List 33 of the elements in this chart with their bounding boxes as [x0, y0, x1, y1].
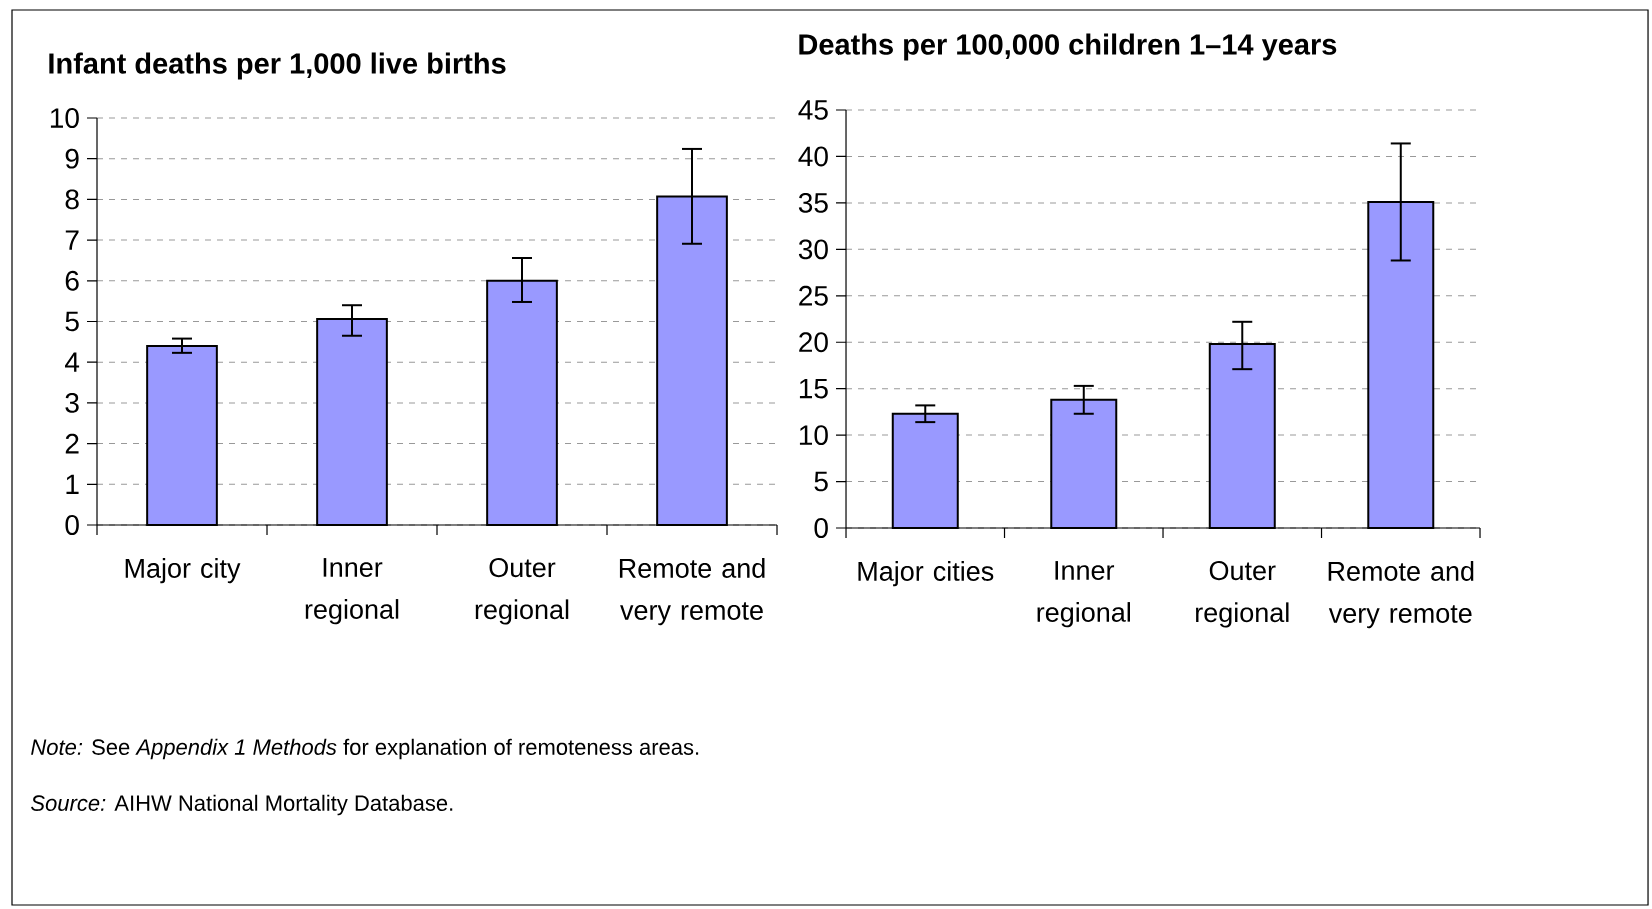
- y-tick-label: 35: [798, 192, 828, 213]
- y-tick-label: 8: [65, 189, 79, 210]
- y-tick-label: 0: [65, 515, 79, 535]
- text: Note: See Appendix 1 Methods for explanation of remoteness areas.: [31, 738, 699, 760]
- x-tick-label: Outer regional: [475, 558, 569, 625]
- y-tick-label: 0: [814, 518, 828, 538]
- y-tick-label: 20: [799, 332, 828, 353]
- x-tick-label: Major cities: [858, 561, 994, 587]
- y-tick-label: 6: [65, 270, 79, 291]
- y-tick-label: 1: [66, 474, 79, 494]
- x-tick-label: Outer regional: [1196, 561, 1289, 628]
- x-tick-label: Inner regional: [1037, 561, 1130, 628]
- y-tick-label: 25: [799, 285, 828, 306]
- y-tick-label: 7: [65, 230, 79, 250]
- y-tick-label: 5: [65, 311, 79, 332]
- y-tick-label: 45: [798, 100, 828, 120]
- y-tick-label: 10: [50, 108, 79, 128]
- x-tick-label: Major city: [125, 558, 241, 584]
- x-tick-label: Remote and very remote: [1328, 561, 1474, 629]
- text: Source: AIHW National Mortality Database.: [31, 794, 453, 816]
- x-tick-label: Inner regional: [305, 558, 399, 625]
- y-tick-label: 15: [799, 378, 828, 399]
- y-tick-label: 9: [65, 148, 79, 169]
- chart-title: Deaths per 100,000 children 1–14 years: [799, 33, 1337, 61]
- x-tick-label: Remote and very remote: [619, 558, 765, 626]
- y-tick-label: 30: [798, 239, 828, 260]
- y-tick-label: 4: [64, 352, 80, 372]
- y-tick-label: 3: [65, 392, 79, 413]
- y-tick-label: 40: [798, 146, 828, 167]
- y-tick-label: 10: [799, 425, 828, 446]
- chart-title: Infant deaths per 1,000 live births: [49, 52, 506, 80]
- y-tick-label: 5: [814, 471, 828, 492]
- y-tick-label: 2: [65, 433, 79, 454]
